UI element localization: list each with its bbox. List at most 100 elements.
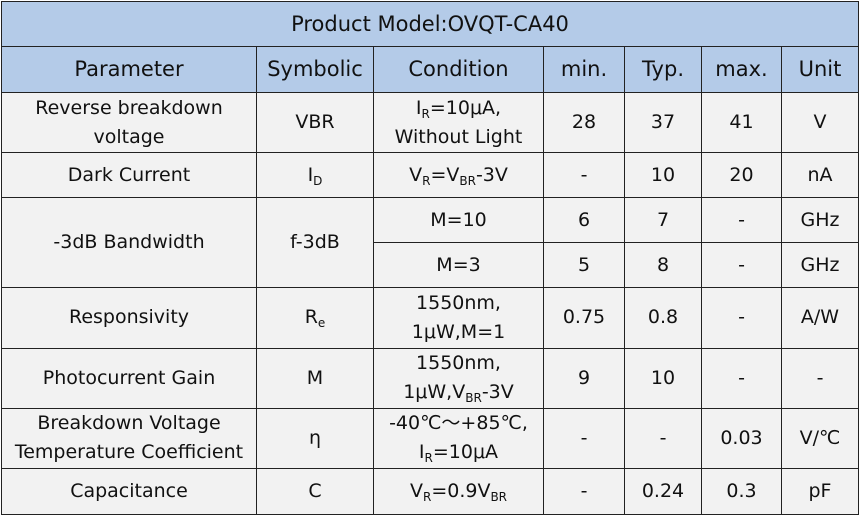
min-cell: - [543, 467, 625, 516]
typ-cell: - [624, 407, 702, 469]
max-cell: - [701, 197, 782, 244]
cond-subscript: BR [459, 173, 476, 188]
max-cell: 41 [701, 91, 782, 154]
param-cell: Responsivity [1, 287, 257, 349]
symbol-cell: ID [256, 152, 374, 199]
cond-text: Without Light [394, 125, 523, 148]
table-row: Responsivity Re 1550nm, 1μW,M=1 0.75 0.8 … [1, 287, 860, 349]
unit-cell: GHz [780, 242, 860, 289]
table-row: Photocurrent Gain M 1550nm, 1μW,VBR-3V 9 … [1, 347, 860, 409]
col-header-condition: Condition [373, 46, 544, 93]
cond-text: I [418, 441, 425, 464]
cond-text: 1550nm, [416, 291, 501, 314]
cond-text: =0.9V [431, 479, 491, 502]
typ-cell: 10 [624, 347, 702, 409]
col-header-symbolic: Symbolic [256, 46, 374, 93]
condition-cell: 1550nm, 1μW,M=1 [373, 287, 544, 349]
symbol-subscript: D [313, 173, 323, 188]
max-cell: - [701, 347, 782, 409]
min-cell: 0.75 [543, 287, 625, 349]
symbol-text: I [307, 163, 314, 186]
table-row: -3dB Bandwidth f-3dB M=10 6 7 - GHz [1, 197, 860, 289]
typ-cell: 37 [624, 91, 702, 154]
unit-cell: nA [780, 152, 860, 199]
condition-cell: VR=VBR-3V [373, 152, 544, 199]
cond-text: =10μA, [429, 96, 502, 119]
title-row: Product Model:OVQT-CA40 [0, 1, 860, 47]
min-cell: - [543, 152, 625, 199]
condition-cell: -40℃～+85℃, IR=10μA [373, 407, 544, 469]
param-line: voltage [93, 125, 165, 148]
cond-text: I [415, 96, 422, 119]
cond-subscript: BR [465, 391, 482, 406]
param-cell: Dark Current [1, 152, 257, 199]
typ-cell: 7 [624, 197, 702, 244]
min-cell: 28 [543, 91, 625, 154]
unit-cell: pF [780, 467, 860, 516]
unit-cell: V [780, 91, 860, 154]
cond-text: V [409, 479, 423, 502]
condition-cell: M=10 [373, 197, 544, 244]
condition-cell: IR=10μA, Without Light [373, 91, 544, 154]
symbol-cell: VBR [256, 91, 374, 154]
condition-cell: VR=0.9VBR [373, 467, 544, 516]
col-header-min: min. [543, 46, 625, 93]
cond-text: V [409, 163, 423, 186]
cond-subscript: BR [490, 489, 508, 504]
condition-cell: 1550nm, 1μW,VBR-3V [373, 347, 544, 409]
min-cell: 6 [543, 197, 625, 244]
max-cell: 0.3 [701, 467, 782, 516]
cond-subscript: R [422, 173, 431, 188]
symbol-cell: Re [256, 287, 374, 349]
cond-subscript: R [422, 489, 432, 504]
max-cell: 20 [701, 152, 782, 199]
cond-subscript: R [421, 106, 430, 121]
table-row: Dark Current ID VR=VBR-3V - 10 20 nA [1, 152, 860, 199]
unit-cell: GHz [780, 197, 860, 244]
unit-cell: - [780, 347, 860, 409]
param-cell: Reverse breakdown voltage [1, 91, 257, 154]
param-cell: Breakdown Voltage Temperature Coefficient [1, 407, 257, 469]
cond-text: 1μW,V [403, 381, 466, 404]
col-header-parameter: Parameter [1, 46, 257, 93]
cond-text: =V [430, 163, 460, 186]
param-line: Reverse breakdown [35, 96, 223, 119]
symbol-subscript: e [317, 316, 326, 331]
typ-cell: 0.8 [624, 287, 702, 349]
symbol-cell: η [256, 407, 374, 469]
symbol-cell: M [256, 347, 374, 409]
cond-text: -3V [475, 163, 508, 186]
max-cell: 0.03 [701, 407, 782, 469]
cond-text: 1μW,M=1 [411, 320, 506, 343]
symbol-cell: C [256, 467, 374, 516]
condition-cell: M=3 [373, 242, 544, 289]
cond-text: 1550nm, [416, 352, 501, 375]
unit-cell: A/W [780, 287, 860, 349]
min-cell: - [543, 407, 625, 469]
symbol-text: R [304, 306, 318, 329]
table-row: Capacitance C VR=0.9VBR - 0.24 0.3 pF [1, 467, 860, 516]
table-row: Breakdown Voltage Temperature Coefficient… [1, 407, 860, 469]
min-cell: 9 [543, 347, 625, 409]
typ-cell: 10 [624, 152, 702, 199]
header-row: Parameter Symbolic Condition min. Typ. m… [1, 46, 860, 93]
max-cell: - [701, 242, 782, 289]
param-line: Temperature Coefficient [14, 441, 244, 464]
param-cell: Photocurrent Gain [1, 347, 257, 409]
typ-cell: 8 [624, 242, 702, 289]
col-header-unit: Unit [780, 46, 860, 93]
min-cell: 5 [543, 242, 625, 289]
typ-cell: 0.24 [624, 467, 702, 516]
max-cell: - [701, 287, 782, 349]
unit-cell: V/℃ [780, 407, 860, 469]
col-header-max: max. [701, 46, 782, 93]
param-cell: -3dB Bandwidth [1, 197, 257, 289]
table-title: Product Model:OVQT-CA40 [0, 1, 860, 47]
cond-subscript: R [424, 451, 433, 466]
param-cell: Capacitance [1, 467, 257, 516]
cond-text: -40℃～+85℃, [389, 412, 528, 435]
param-line: Breakdown Voltage [37, 412, 221, 435]
col-header-typ: Typ. [624, 46, 702, 93]
symbol-cell: f-3dB [256, 197, 374, 289]
